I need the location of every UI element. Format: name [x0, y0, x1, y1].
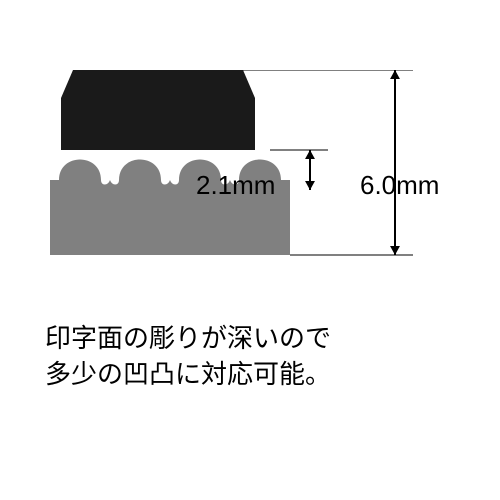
stage: 2.1mm 6.0mm 印字面の彫りが深いので 多少の凹凸に対応可能。	[0, 0, 500, 500]
inner-dimension-label: 2.1mm	[196, 170, 275, 201]
caption-line-2: 多少の凹凸に対応可能。	[45, 359, 331, 389]
cross-section-diagram	[50, 70, 430, 260]
caption-text: 印字面の彫りが深いので 多少の凹凸に対応可能。	[45, 320, 331, 392]
diagram-svg	[50, 70, 430, 260]
caption-line-1: 印字面の彫りが深いので	[45, 323, 331, 353]
outer-dimension-label: 6.0mm	[360, 170, 439, 201]
